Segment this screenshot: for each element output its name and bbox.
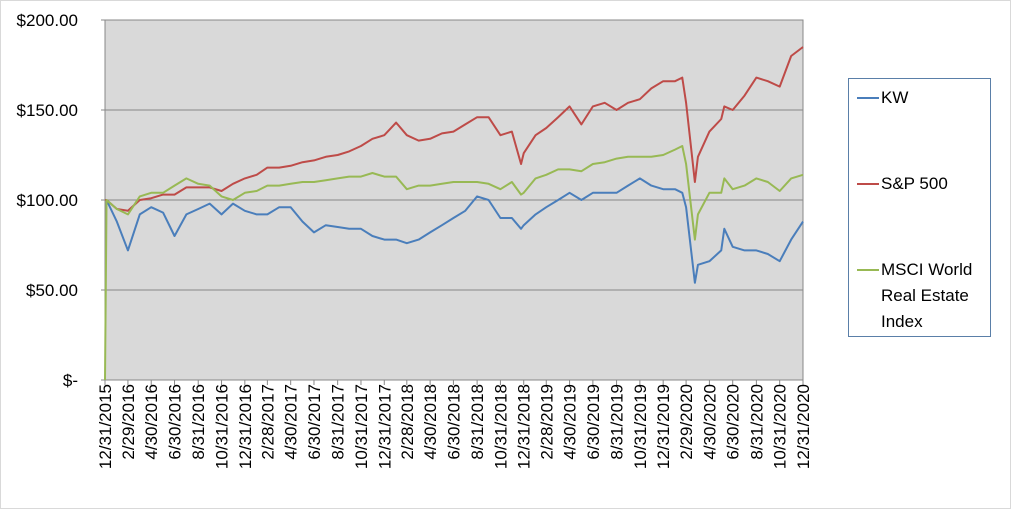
y-tick-label: $- [63, 371, 78, 390]
legend-item: S&P 500 [857, 171, 987, 197]
x-tick-label: 12/31/2015 [96, 384, 115, 469]
legend: KW S&P 500 MSCI World Real Estate Index [848, 78, 991, 337]
legend-item: KW [857, 85, 987, 111]
x-tick-label: 4/30/2020 [700, 384, 719, 460]
x-tick-label: 6/30/2020 [724, 384, 743, 460]
legend-label: MSCI World Real Estate Index [881, 260, 973, 331]
x-tick-label: 10/31/2018 [491, 384, 510, 469]
legend-item: MSCI World Real Estate Index [857, 257, 987, 335]
y-tick-label: $50.00 [26, 281, 78, 300]
y-tick-label: $150.00 [17, 101, 78, 120]
x-tick-label: 6/30/2019 [584, 384, 603, 460]
x-tick-label: 2/28/2017 [258, 384, 277, 460]
x-tick-label: 2/28/2019 [537, 384, 556, 460]
x-tick-label: 4/30/2019 [561, 384, 580, 460]
x-tick-label: 4/30/2017 [282, 384, 301, 460]
x-tick-label: 10/31/2016 [213, 384, 232, 469]
x-tick-label: 10/31/2019 [631, 384, 650, 469]
legend-label: S&P 500 [881, 174, 948, 193]
legend-swatch [857, 269, 879, 271]
x-tick-label: 6/30/2018 [444, 384, 463, 460]
y-tick-label: $100.00 [17, 191, 78, 210]
x-tick-label: 6/30/2016 [166, 384, 185, 460]
x-tick-label: 12/31/2019 [654, 384, 673, 469]
legend-label: KW [881, 88, 909, 107]
x-tick-label: 6/30/2017 [305, 384, 324, 460]
x-tick-label: 8/31/2019 [608, 384, 627, 460]
x-tick-label: 2/29/2020 [677, 384, 696, 460]
x-tick-label: 4/30/2018 [421, 384, 440, 460]
y-tick-label: $200.00 [17, 11, 78, 30]
legend-swatch [857, 183, 879, 185]
x-tick-label: 12/31/2020 [794, 384, 813, 469]
series-line [105, 46, 804, 212]
legend-swatch [857, 97, 879, 99]
x-tick-label: 8/31/2017 [329, 384, 348, 460]
x-tick-label: 4/30/2016 [142, 384, 161, 460]
x-tick-label: 10/31/2020 [771, 384, 790, 469]
x-tick-label: 2/28/2018 [398, 384, 417, 460]
x-tick-label: 8/31/2016 [189, 384, 208, 460]
x-tick-label: 12/31/2017 [375, 384, 394, 469]
x-tick-label: 12/31/2018 [515, 384, 534, 469]
x-tick-label: 8/31/2018 [468, 384, 487, 460]
series-line [104, 145, 804, 381]
x-tick-label: 2/29/2016 [119, 384, 138, 460]
x-tick-label: 12/31/2016 [236, 384, 255, 469]
series-line [105, 177, 804, 284]
x-tick-label: 10/31/2017 [352, 384, 371, 469]
x-tick-label: 8/31/2020 [747, 384, 766, 460]
